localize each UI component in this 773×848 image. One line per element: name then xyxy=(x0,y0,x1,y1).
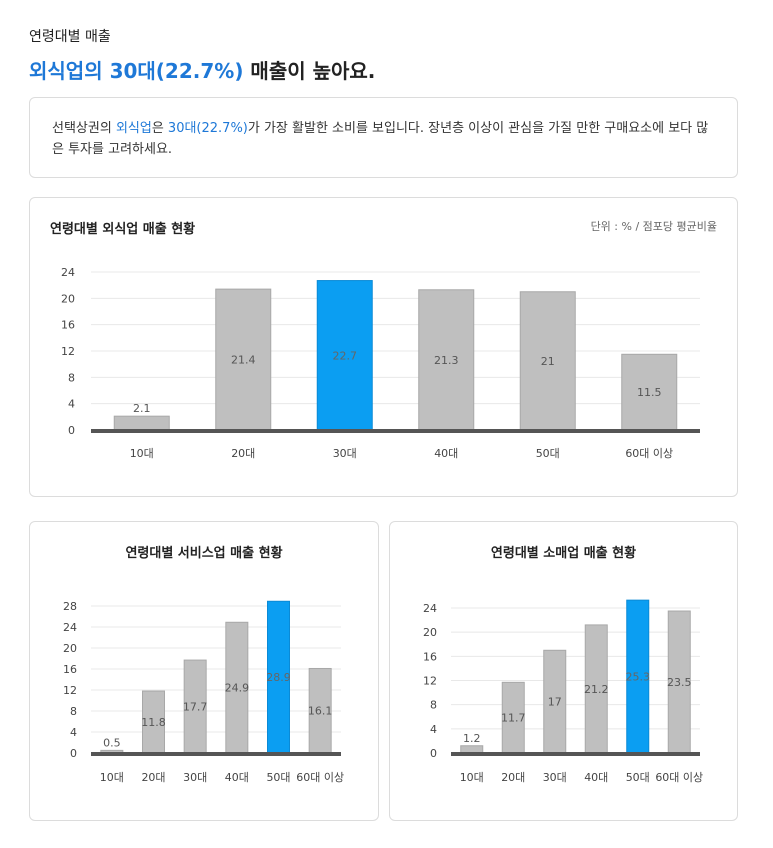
food-data-label: 11.5 xyxy=(637,386,662,399)
retail-category-label: 20대 xyxy=(501,771,525,784)
service-data-label: 16.1 xyxy=(308,705,333,718)
food-ytick-label: 20 xyxy=(61,292,75,305)
food-bar xyxy=(519,291,576,431)
food-baseline xyxy=(91,429,700,433)
service-category-label: 10대 xyxy=(100,771,124,784)
service-baseline xyxy=(91,752,341,756)
service-chart-title: 연령대별 서비스업 매출 현황 xyxy=(125,546,283,561)
retail-data-label: 1.2 xyxy=(463,732,481,745)
page-headline: 외식업의 30대(22.7%) 매출이 높아요. xyxy=(29,55,375,84)
retail-data-label: 23.5 xyxy=(667,676,692,689)
food-data-label: 21 xyxy=(541,355,555,368)
food-chart-unit: 단위 : % / 점포당 평균비율 xyxy=(590,220,717,233)
food-bar xyxy=(316,280,373,431)
retail-ytick-label: 24 xyxy=(423,602,437,615)
headline-highlight: 외식업의 30대(22.7%) xyxy=(29,59,244,83)
food-ytick-label: 16 xyxy=(61,319,75,332)
food-category-label: 30대 xyxy=(333,447,357,460)
service-category-label: 20대 xyxy=(141,771,165,784)
retail-data-label: 21.2 xyxy=(584,683,609,696)
food-category-label: 20대 xyxy=(231,447,255,460)
retail-ytick-label: 12 xyxy=(423,675,437,688)
food-ytick-label: 4 xyxy=(68,398,75,411)
retail-category-label: 30대 xyxy=(543,771,567,784)
service-ytick-label: 24 xyxy=(63,621,77,634)
food-ytick-label: 0 xyxy=(68,424,75,437)
retail-chart-title: 연령대별 소매업 매출 현황 xyxy=(490,546,637,561)
food-category-label: 40대 xyxy=(434,447,458,460)
service-category-label: 30대 xyxy=(183,771,207,784)
retail-data-label: 17 xyxy=(548,696,562,709)
service-data-label: 24.9 xyxy=(225,682,250,695)
service-ytick-label: 20 xyxy=(63,642,77,655)
food-chart-title: 연령대별 외식업 매출 현황 xyxy=(50,222,196,237)
retail-ytick-label: 0 xyxy=(430,747,437,760)
retail-category-label: 10대 xyxy=(460,771,484,784)
service-ytick-label: 8 xyxy=(70,705,77,718)
service-ytick-label: 16 xyxy=(63,663,77,676)
food-data-label: 21.3 xyxy=(434,354,459,367)
retail-bar xyxy=(460,745,484,754)
service-data-label: 11.8 xyxy=(141,716,166,729)
retail-data-label: 25.3 xyxy=(626,671,651,684)
service-data-label: 28.9 xyxy=(266,671,291,684)
headline-rest: 매출이 높아요. xyxy=(243,59,376,83)
retail-ytick-label: 20 xyxy=(423,626,437,639)
retail-ytick-label: 8 xyxy=(430,699,437,712)
food-data-label: 21.4 xyxy=(231,354,256,367)
service-ytick-label: 12 xyxy=(63,684,77,697)
service-category-label: 60대 이상 xyxy=(296,771,344,784)
service-data-label: 17.7 xyxy=(183,701,208,714)
service-ytick-label: 4 xyxy=(70,726,77,739)
retail-category-label: 40대 xyxy=(584,771,608,784)
retail-baseline xyxy=(451,752,700,756)
service-category-label: 50대 xyxy=(266,771,290,784)
summary-highlight-1: 외식업 xyxy=(115,121,152,136)
summary-card: 선택상권의 외식업은 30대(22.7%)가 가장 활발한 소비를 보입니다. … xyxy=(29,97,738,178)
summary-text-1: 선택상권의 xyxy=(52,121,116,136)
retail-category-label: 60대 이상 xyxy=(655,771,703,784)
food-category-label: 60대 이상 xyxy=(625,447,673,460)
section-eyebrow: 연령대별 매출 xyxy=(29,29,111,45)
retail-category-label: 50대 xyxy=(626,771,650,784)
food-chart-card: 연령대별 외식업 매출 현황 단위 : % / 점포당 평균비율 xyxy=(29,197,738,497)
retail-ytick-label: 16 xyxy=(423,650,437,663)
retail-data-label: 11.7 xyxy=(501,712,526,725)
service-ytick-label: 28 xyxy=(63,600,77,613)
food-bar xyxy=(418,289,475,431)
service-ytick-label: 0 xyxy=(70,747,77,760)
food-category-label: 50대 xyxy=(536,447,560,460)
food-bar xyxy=(113,415,170,431)
food-bar xyxy=(621,353,678,431)
food-category-label: 10대 xyxy=(130,447,154,460)
summary-text-2: 은 xyxy=(151,121,168,136)
service-data-label: 0.5 xyxy=(103,736,121,749)
food-data-label: 22.7 xyxy=(333,349,358,362)
summary-highlight-2: 30대(22.7%) xyxy=(167,121,248,136)
summary-text-3: 가 가장 활발한 소비를 보입니다. 장년층 이상이 관심을 가질 만한 구매요… xyxy=(52,121,709,157)
food-data-label: 2.1 xyxy=(133,402,151,415)
food-ytick-label: 24 xyxy=(61,266,75,279)
food-ytick-label: 12 xyxy=(61,345,75,358)
retail-ytick-label: 4 xyxy=(430,723,437,736)
service-category-label: 40대 xyxy=(225,771,249,784)
food-ytick-label: 8 xyxy=(68,371,75,384)
